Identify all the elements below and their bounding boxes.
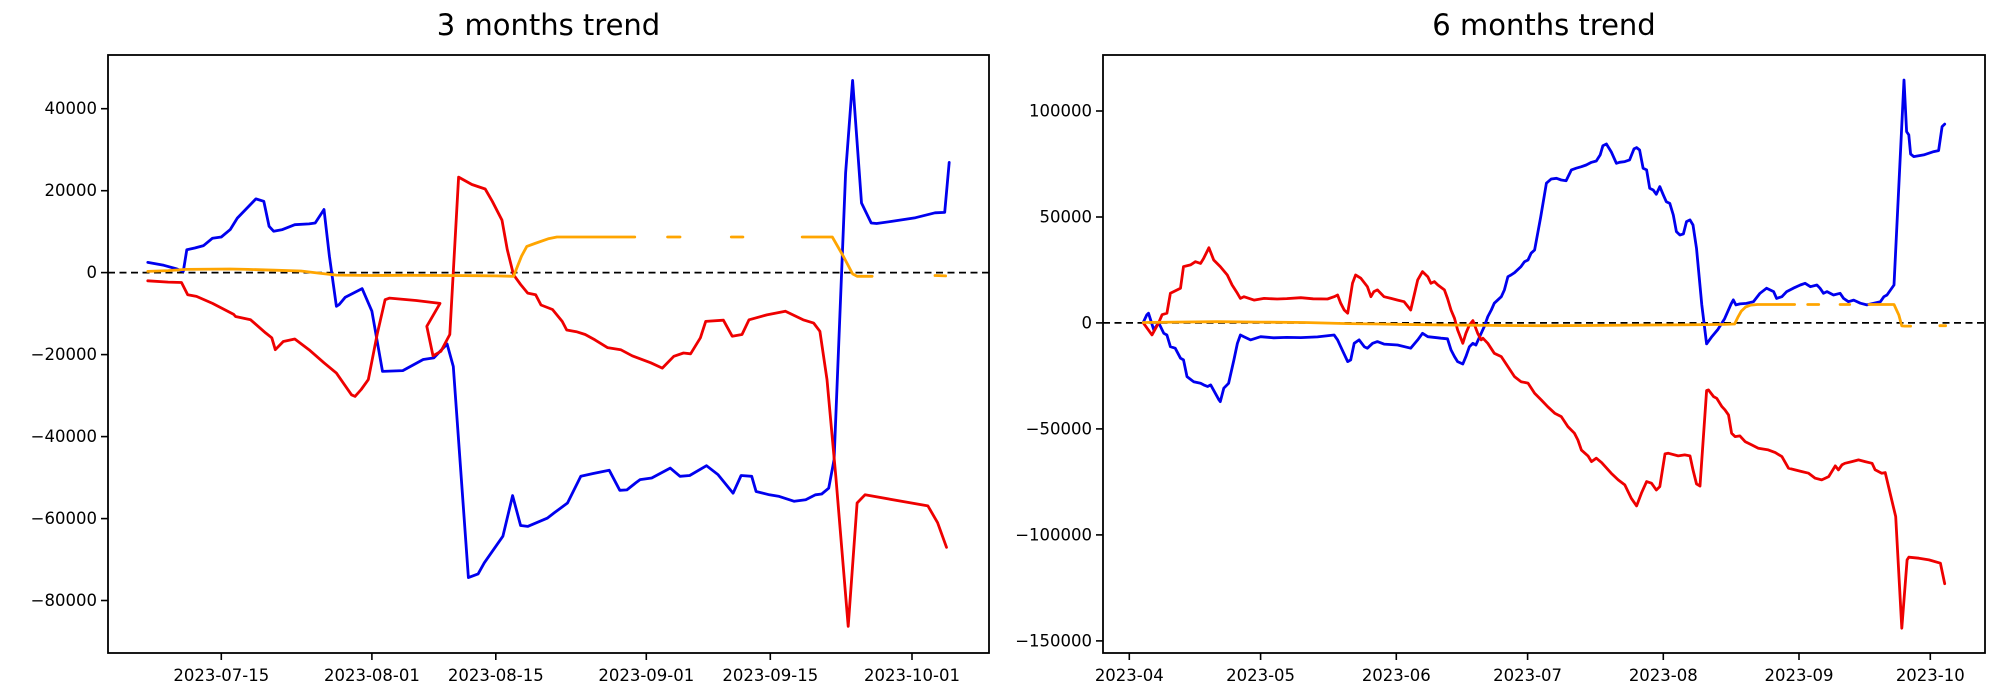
trend-6-months-plot-frame [1102,54,1986,654]
trend-3-months-xtick-label: 2023-09-01 [598,666,694,685]
trend-6-months-ytick-label: 0 [1082,313,1093,332]
trend-6-months-ytick-label: 50000 [1040,208,1093,227]
trend-3-months-ytick-label: −40000 [31,427,97,446]
trend-6-months-red-line-0 [1141,246,1947,630]
trend-6-months-orange-line-0 [1141,303,1796,328]
trend-3-months-xtick-label: 2023-08-15 [448,666,544,685]
trend-3-months-xtick-label: 2023-07-15 [173,666,269,685]
trend-6-months-xtick-label: 2023-08 [1629,666,1698,685]
trend-6-months-xtick-label: 2023-10 [1896,666,1965,685]
trend-3-months-xtick-label: 2023-09-15 [722,666,818,685]
trend-6-months-xtick-label: 2023-07 [1493,666,1562,685]
chart-title-3-months: 3 months trend [436,8,661,42]
trend-6-months-xtick-label: 2023-09 [1765,666,1834,685]
trend-6-months-ytick-label: −50000 [1026,419,1092,438]
trend-3-months-red-line-0 [146,175,948,628]
trend-3-months-blue-line-0 [146,79,951,579]
trend-3-months-orange-line-3 [800,235,874,278]
trend-3-months-xtick-label: 2023-10-01 [864,666,960,685]
trend-6-months-xtick-label: 2023-05 [1226,666,1295,685]
trend-6-months-blue-line-0 [1141,78,1947,404]
trend-3-months-ytick-label: 20000 [45,181,98,200]
trend-3-months-xtick-label: 2023-08-01 [324,666,420,685]
trend-3-months-ytick-label: −60000 [31,509,97,528]
trend-6-months-orange-line-3 [1867,303,1912,328]
chart-title-6-months: 6 months trend [1432,8,1656,42]
trend-6-months-ytick-label: 100000 [1029,102,1092,121]
trend-3-months-ytick-label: −20000 [31,345,97,364]
trend-6-months-ytick-label: −150000 [1015,631,1092,650]
trend-3-months-ytick-label: 40000 [45,99,98,118]
trend-6-months-xtick-label: 2023-06 [1362,666,1431,685]
trend-6-months-ytick-label: −100000 [1015,525,1092,544]
trend-3-months-orange-line-0 [146,235,637,278]
trend-3-months-ytick-label: −80000 [31,591,97,610]
trend-6-months-xtick-label: 2023-04 [1095,666,1164,685]
trend-3-months-ytick-label: 0 [87,263,98,282]
